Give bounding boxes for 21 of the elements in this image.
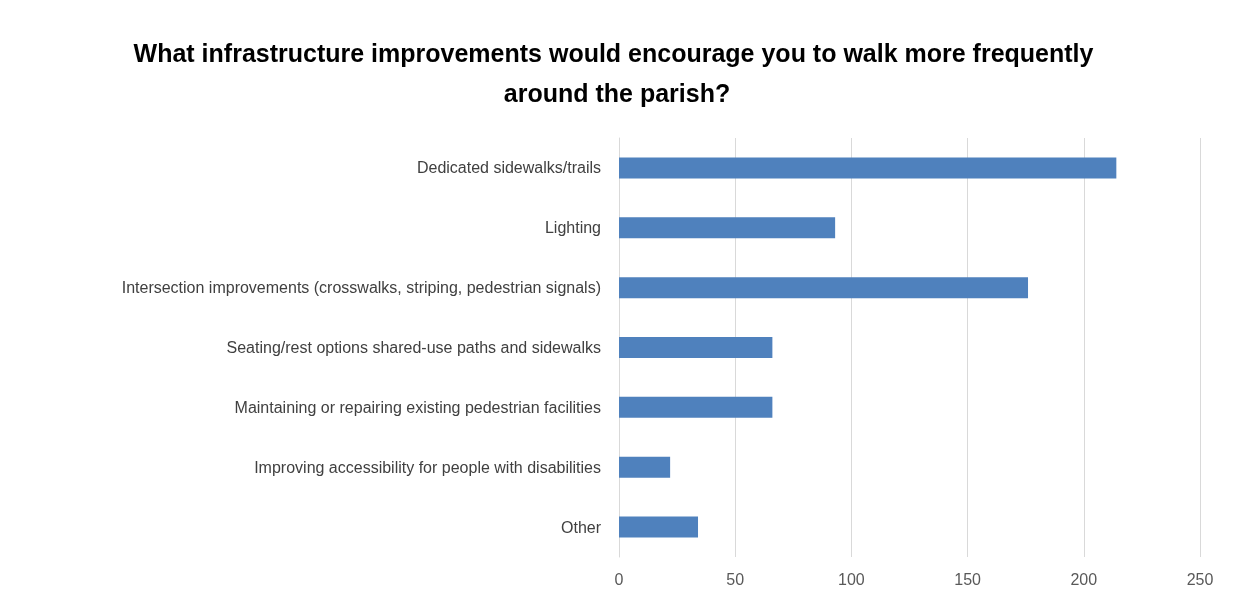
x-tick-label: 50	[726, 570, 745, 588]
y-tick-label: Improving accessibility for people with disabilities	[254, 458, 601, 476]
bar	[619, 516, 699, 538]
x-tick-label: 250	[1186, 570, 1214, 588]
y-tick-label: Other	[560, 518, 602, 536]
x-tick-label: 200	[1070, 570, 1098, 588]
y-tick-label: Maintaining or repairing existing pedestrian facilities	[234, 398, 601, 416]
x-tick-label: 0	[614, 570, 624, 588]
bar	[619, 277, 1029, 299]
bar	[619, 337, 773, 358]
chart-title: What infrastructure improvements would encourage you to walk more frequently around the parish?	[133, 39, 1101, 107]
y-tick-label: Dedicated sidewalks/trails	[416, 159, 601, 177]
x-tick-label: 150	[954, 570, 982, 588]
x-tick-label: 100	[838, 570, 865, 588]
bar	[619, 456, 671, 478]
bar	[619, 157, 1117, 179]
y-tick-label: Intersection improvements (crosswalks, striping, pedestrian signals)	[121, 279, 601, 297]
bar	[619, 217, 836, 239]
bar	[619, 396, 773, 418]
y-tick-label: Lighting	[544, 219, 601, 237]
y-tick-label: Seating/rest options shared-use paths and sidewalks	[226, 339, 601, 356]
